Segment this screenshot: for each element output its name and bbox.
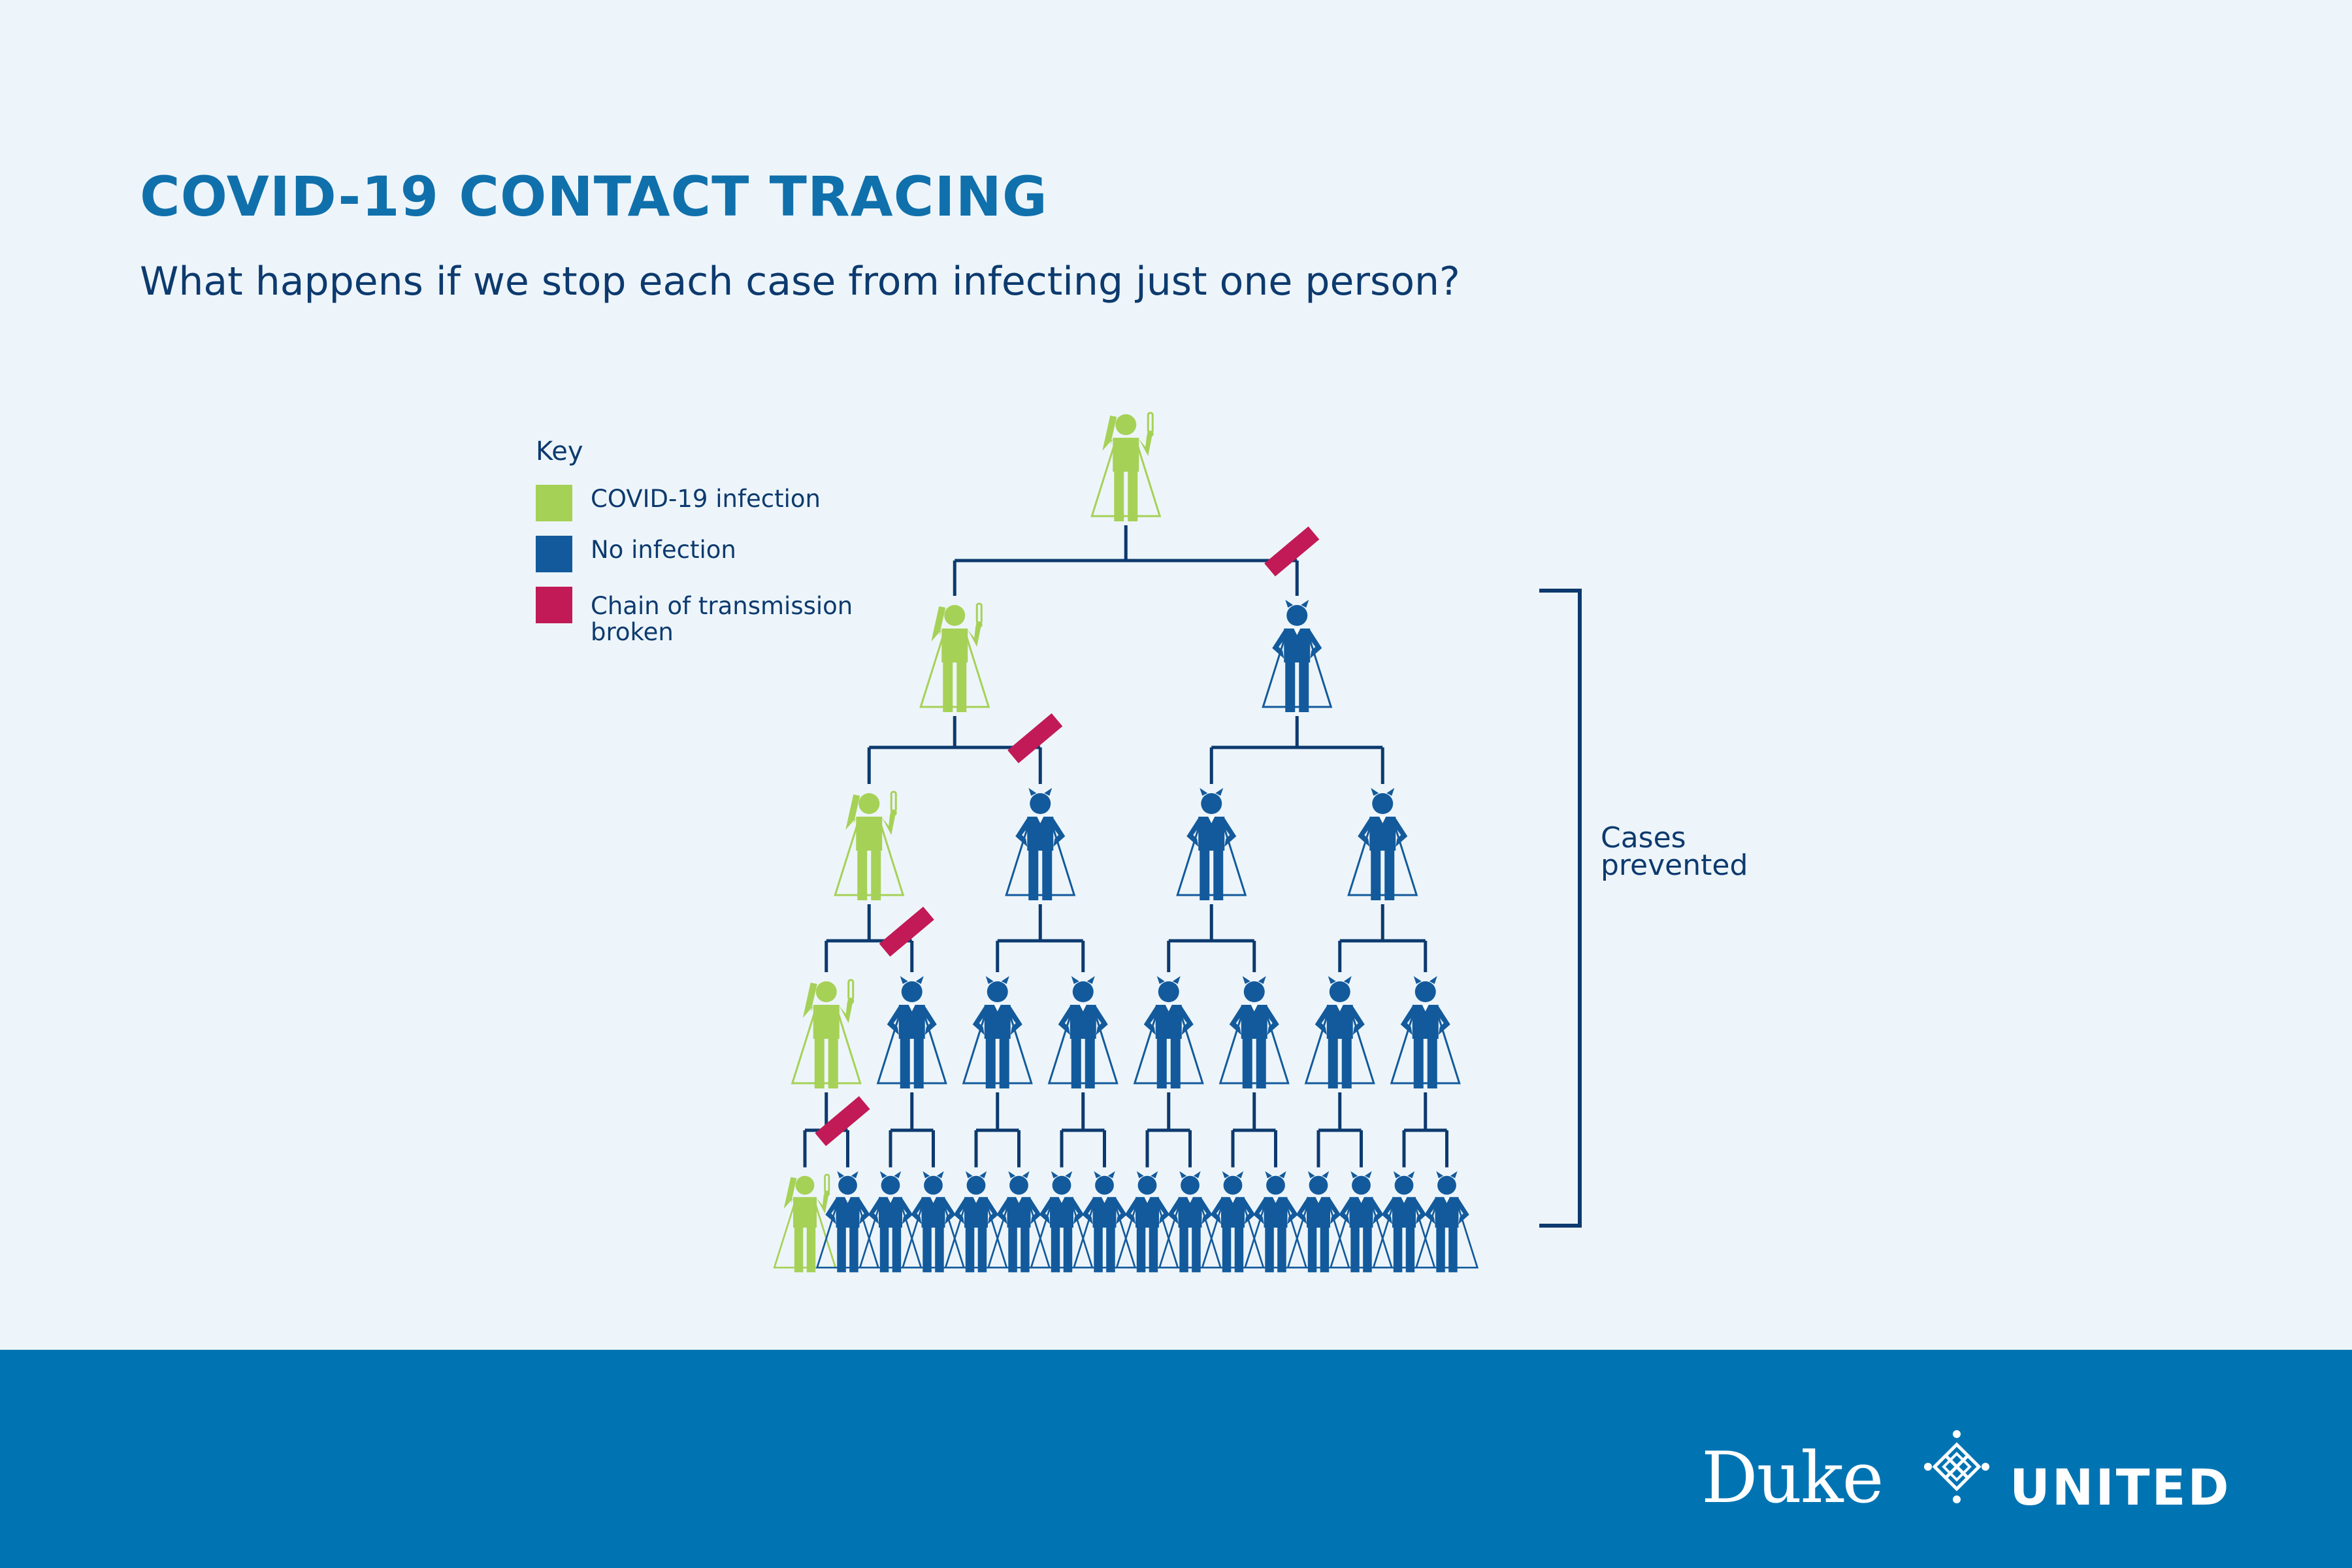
healthy-person-icon — [1176, 788, 1247, 900]
healthy-person-icon — [1414, 1171, 1479, 1273]
healthy-person-icon — [1304, 976, 1375, 1088]
infected-person-icon — [834, 791, 905, 900]
healthy-person-icon — [901, 1171, 966, 1273]
infected-person-icon — [1090, 412, 1162, 521]
healthy-person-icon — [1133, 976, 1204, 1088]
healthy-person-icon — [1390, 976, 1461, 1088]
logo-duke-text: Duke — [1701, 1437, 1884, 1519]
legend-title: Key — [536, 436, 583, 466]
duke-united-logo: Duke UNITED — [1701, 1402, 2237, 1519]
legend-item-chain-broken: Chain of transmission broken — [536, 587, 853, 645]
tree-connector — [1338, 904, 1428, 972]
legend-swatch-no-infection — [536, 536, 572, 572]
infected-person-icon — [791, 979, 862, 1088]
chain-broken-mark — [879, 906, 934, 957]
page-subtitle: What happens if we stop each case from i… — [140, 259, 1460, 304]
healthy-person-icon — [876, 976, 947, 1088]
cases-prevented-label: Cases prevented — [1601, 821, 1748, 882]
footer-bar: Duke UNITED — [0, 1350, 2352, 1568]
healthy-person-icon — [1329, 1171, 1394, 1273]
chain-broken-mark — [1264, 526, 1320, 577]
healthy-person-icon — [1158, 1171, 1222, 1273]
tree-connector — [996, 904, 1085, 972]
healthy-person-icon — [1047, 976, 1119, 1088]
tree-connectors — [803, 525, 1448, 1168]
duke-emblem-icon — [1924, 1430, 1989, 1503]
legend-swatch-infection — [536, 485, 572, 521]
tree-connector — [974, 1092, 1021, 1168]
tree-connector — [867, 716, 1042, 784]
infected-person-icon — [773, 1173, 837, 1273]
legend-swatch-chain-broken — [536, 587, 572, 623]
legend-label: Chain of transmission broken — [591, 592, 853, 646]
cases-prevented-bracket — [1539, 589, 1582, 1228]
tree-connector — [889, 1092, 935, 1168]
healthy-person-icon — [1072, 1171, 1137, 1273]
legend-item-infection: COVID-19 infection — [536, 485, 821, 521]
healthy-person-icon — [815, 1171, 880, 1273]
tree-connector — [825, 904, 914, 972]
tree-connector — [1060, 1092, 1106, 1168]
chain-broken-mark — [1007, 713, 1063, 764]
tree-connector — [953, 525, 1299, 596]
tree-connector — [1209, 716, 1384, 784]
healthy-person-icon — [944, 1171, 1008, 1273]
healthy-person-icon — [1372, 1171, 1436, 1273]
healthy-person-icon — [1347, 788, 1418, 900]
healthy-person-icon — [987, 1171, 1051, 1273]
transmission-tree — [773, 412, 1582, 1273]
tree-connector — [1316, 1092, 1363, 1168]
tree-people — [773, 412, 1479, 1273]
legend: Key COVID-19 infection No infection Chai… — [536, 436, 853, 645]
tree-connector — [1402, 1092, 1448, 1168]
healthy-person-icon — [1005, 788, 1076, 900]
healthy-person-icon — [1115, 1171, 1179, 1273]
legend-label: No infection — [591, 536, 736, 564]
logo-united-text: UNITED — [2010, 1458, 2231, 1516]
infected-person-icon — [919, 602, 990, 712]
healthy-person-icon — [1243, 1171, 1308, 1273]
healthy-person-icon — [1201, 1171, 1265, 1273]
legend-item-no-infection: No infection — [536, 536, 736, 572]
legend-label: COVID-19 infection — [591, 485, 821, 513]
healthy-person-icon — [962, 976, 1033, 1088]
healthy-person-icon — [1286, 1171, 1350, 1273]
tree-connector — [1145, 1092, 1192, 1168]
healthy-person-icon — [1218, 976, 1290, 1088]
tree-connector — [1231, 1092, 1277, 1168]
healthy-person-icon — [1262, 600, 1333, 712]
healthy-person-icon — [858, 1171, 923, 1273]
tree-break-marks — [815, 526, 1320, 1147]
page-title: COVID-19 CONTACT TRACING — [140, 165, 1048, 229]
chain-broken-mark — [815, 1096, 870, 1147]
tree-connector — [1167, 904, 1256, 972]
healthy-person-icon — [1030, 1171, 1094, 1273]
